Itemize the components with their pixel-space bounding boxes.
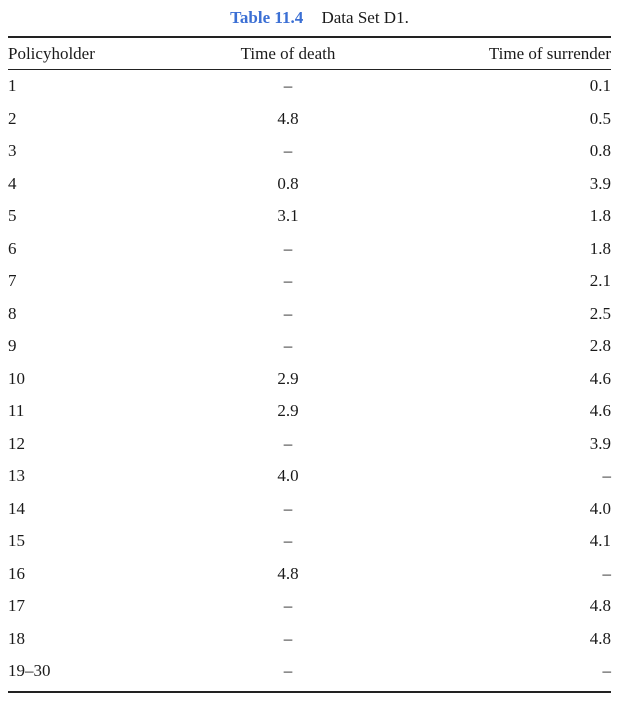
table-row: 9 – 2.8: [8, 330, 611, 363]
time-of-surrender-cell: 3.9: [589, 173, 611, 193]
policyholder-cell: 5: [8, 206, 17, 226]
time-of-surrender-cell: 0.5: [589, 108, 611, 128]
policyholder-cell: 7: [8, 271, 17, 291]
time-of-death-cell: –: [283, 596, 293, 616]
policyholder-cell: 4: [8, 173, 17, 193]
time-of-death-cell: 4.8: [277, 108, 299, 128]
time-of-surrender-cell: 4.8: [589, 628, 611, 648]
policyholder-cell: 19–30: [8, 661, 51, 681]
time-of-death-cell: –: [283, 76, 293, 96]
time-of-death-cell: 0.8: [277, 173, 299, 193]
table-row: 13 4.0 –: [8, 460, 611, 493]
time-of-death-cell: –: [283, 336, 293, 356]
time-of-surrender-cell: 4.1: [589, 531, 611, 551]
time-of-surrender-cell: –: [602, 563, 612, 583]
policyholder-cell: 15: [8, 531, 25, 551]
table-row: 10 2.9 4.6: [8, 363, 611, 396]
bottom-rule: [8, 691, 611, 693]
table-row: 17 – 4.8: [8, 590, 611, 623]
policyholder-cell: 3: [8, 141, 17, 161]
time-of-surrender-cell: 0.1: [589, 76, 611, 96]
table-row: 2 4.8 0.5: [8, 103, 611, 136]
table-title: Data Set D1.: [321, 8, 409, 27]
table-row: 19–30 – –: [8, 655, 611, 688]
policyholder-cell: 11: [8, 401, 25, 421]
table-row: 5 3.1 1.8: [8, 200, 611, 233]
time-of-surrender-cell: 2.8: [589, 336, 611, 356]
time-of-surrender-cell: 4.6: [589, 401, 611, 421]
table-row: 11 2.9 4.6: [8, 395, 611, 428]
time-of-surrender-cell: 1.8: [589, 206, 611, 226]
table-row: 3 – 0.8: [8, 135, 611, 168]
column-header-policyholder: Policyholder: [8, 44, 95, 63]
time-of-surrender-cell: 4.8: [589, 596, 611, 616]
table-row: 14 – 4.0: [8, 493, 611, 526]
time-of-death-cell: 2.9: [277, 401, 299, 421]
table-row: 4 0.8 3.9: [8, 168, 611, 201]
time-of-death-cell: –: [283, 531, 293, 551]
time-of-surrender-cell: 2.1: [589, 271, 611, 291]
time-of-death-cell: 4.0: [277, 466, 299, 486]
table-row: 8 – 2.5: [8, 298, 611, 331]
policyholder-cell: 12: [8, 433, 25, 453]
policyholder-cell: 8: [8, 303, 17, 323]
time-of-death-cell: –: [283, 498, 293, 518]
time-of-death-cell: –: [283, 303, 293, 323]
table-row: 18 – 4.8: [8, 623, 611, 656]
time-of-surrender-cell: 2.5: [589, 303, 611, 323]
time-of-death-cell: –: [283, 628, 293, 648]
time-of-surrender-cell: 4.6: [589, 368, 611, 388]
policyholder-cell: 16: [8, 563, 25, 583]
time-of-surrender-cell: –: [602, 466, 612, 486]
time-of-death-cell: –: [283, 433, 293, 453]
time-of-surrender-cell: 1.8: [589, 238, 611, 258]
policyholder-cell: 14: [8, 498, 25, 518]
header-row: Policyholder Time of death Time of surre…: [8, 38, 611, 70]
time-of-death-cell: –: [283, 661, 293, 681]
time-of-death-cell: –: [283, 238, 293, 258]
policyholder-cell: 13: [8, 466, 25, 486]
column-header-time-of-surrender: Time of surrender: [488, 44, 611, 63]
time-of-death-cell: 3.1: [277, 206, 299, 226]
table-row: 1 – 0.1: [8, 70, 611, 103]
header-rule: [8, 69, 611, 70]
time-of-death-cell: 4.8: [277, 563, 299, 583]
table-row: 7 – 2.1: [8, 265, 611, 298]
time-of-surrender-cell: 3.9: [589, 433, 611, 453]
column-header-time-of-death: Time of death: [240, 44, 336, 63]
time-of-surrender-cell: 4.0: [589, 498, 611, 518]
table-caption: Table 11.4 Data Set D1.: [0, 8, 639, 28]
time-of-surrender-cell: –: [602, 661, 612, 681]
time-of-death-cell: 2.9: [277, 368, 299, 388]
table-body: 1 – 0.1 2 4.8 0.5 3 – 0.8 4 0.8 3.9 5 3.1 1.8 6 – 1.8 7 – 2.…: [8, 70, 611, 688]
table-row: 16 4.8 –: [8, 558, 611, 591]
time-of-surrender-cell: 0.8: [589, 141, 611, 161]
top-rule: [8, 36, 611, 38]
data-table: Policyholder Time of death Time of surre…: [8, 38, 611, 688]
policyholder-cell: 1: [8, 76, 17, 96]
time-of-death-cell: –: [283, 141, 293, 161]
policyholder-cell: 2: [8, 108, 17, 128]
table-number: Table 11.4: [230, 8, 304, 27]
time-of-death-cell: –: [283, 271, 293, 291]
table-row: 12 – 3.9: [8, 428, 611, 461]
policyholder-cell: 17: [8, 596, 25, 616]
policyholder-cell: 9: [8, 336, 17, 356]
policyholder-cell: 18: [8, 628, 25, 648]
table-row: 15 – 4.1: [8, 525, 611, 558]
policyholder-cell: 10: [8, 368, 25, 388]
table-row: 6 – 1.8: [8, 233, 611, 266]
policyholder-cell: 6: [8, 238, 17, 258]
